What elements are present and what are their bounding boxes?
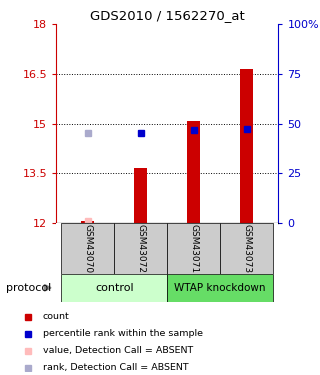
Bar — [167, 274, 273, 302]
Text: value, Detection Call = ABSENT: value, Detection Call = ABSENT — [43, 346, 193, 355]
Text: protocol: protocol — [6, 283, 52, 293]
Bar — [240, 69, 253, 223]
Text: count: count — [43, 312, 69, 321]
Bar — [114, 223, 167, 274]
Title: GDS2010 / 1562270_at: GDS2010 / 1562270_at — [90, 9, 244, 22]
Text: GSM43070: GSM43070 — [83, 224, 92, 273]
Bar — [61, 223, 114, 274]
Bar — [134, 168, 147, 223]
Text: rank, Detection Call = ABSENT: rank, Detection Call = ABSENT — [43, 363, 188, 372]
Text: percentile rank within the sample: percentile rank within the sample — [43, 329, 203, 338]
Text: WTAP knockdown: WTAP knockdown — [174, 283, 266, 293]
Bar — [220, 223, 273, 274]
Bar — [167, 223, 220, 274]
Bar — [187, 121, 200, 223]
Text: GSM43072: GSM43072 — [136, 224, 145, 273]
Text: GSM43071: GSM43071 — [189, 224, 198, 273]
Bar — [61, 274, 167, 302]
Bar — [81, 221, 94, 223]
Text: control: control — [95, 283, 133, 293]
Text: GSM43073: GSM43073 — [242, 224, 251, 273]
